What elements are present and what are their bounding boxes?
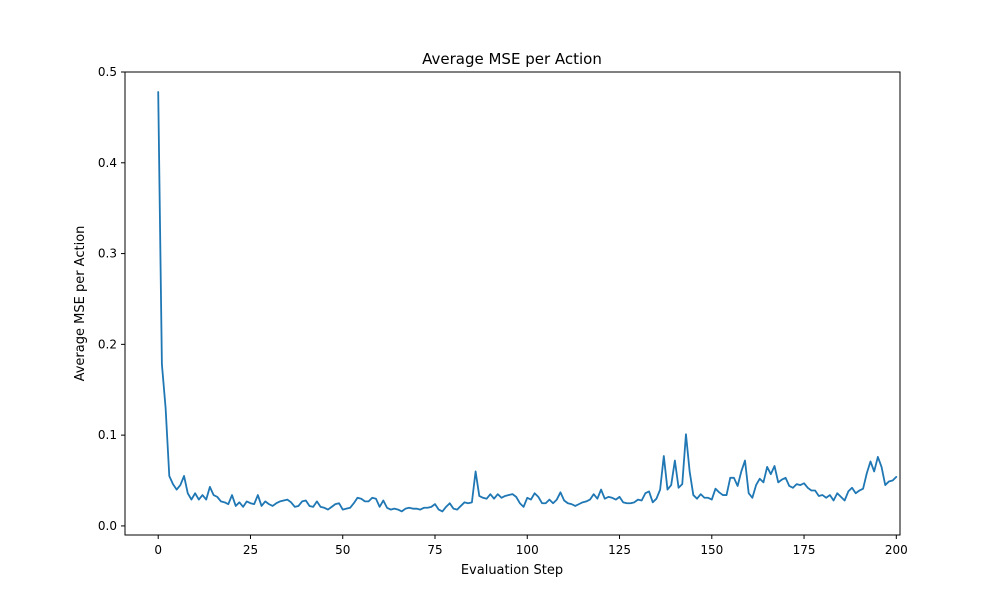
x-tick-label: 0 (154, 543, 162, 557)
x-axis-label: Evaluation Step (461, 563, 563, 578)
y-tick-label: 0.4 (98, 156, 117, 170)
x-tick-label: 25 (243, 543, 258, 557)
x-tick-label: 125 (608, 543, 631, 557)
chart-title: Average MSE per Action (422, 50, 602, 68)
x-tick-label: 200 (885, 543, 908, 557)
x-tick-label: 175 (793, 543, 816, 557)
y-tick-label: 0.5 (98, 65, 117, 79)
y-tick-label: 0.2 (98, 337, 117, 351)
x-tick-label: 100 (516, 543, 539, 557)
y-axis-label: Average MSE per Action (73, 226, 88, 382)
x-tick-label: 50 (335, 543, 350, 557)
plot-area (124, 71, 901, 536)
x-tick-label: 150 (700, 543, 723, 557)
series-line-0 (157, 91, 898, 513)
x-axis: 0 25 50 75 100 125 150 175 200 (154, 535, 908, 557)
y-tick-label: 0.1 (98, 428, 117, 442)
y-tick-label: 0.0 (98, 519, 117, 533)
y-axis: 0.0 0.1 0.2 0.3 0.4 0.5 (98, 65, 125, 533)
x-tick-label: 75 (427, 543, 442, 557)
series-layer (157, 91, 898, 513)
y-tick-label: 0.3 (98, 247, 117, 261)
axes-frame (124, 71, 901, 536)
